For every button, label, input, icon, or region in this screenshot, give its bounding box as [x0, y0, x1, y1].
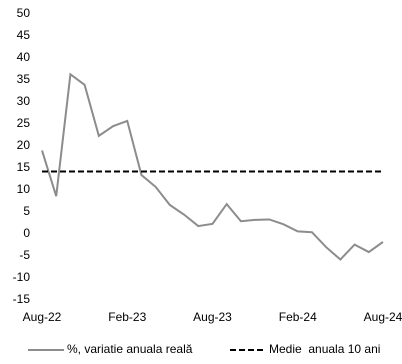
- x-tick-label: Feb-24: [279, 310, 317, 324]
- y-tick-label: 40: [17, 50, 31, 64]
- y-tick-label: 10: [17, 182, 31, 196]
- y-tick-label: 25: [17, 116, 31, 130]
- y-tick-label: 35: [17, 72, 31, 86]
- legend-label: Medie anuala 10 ani: [269, 342, 380, 356]
- x-tick-label: Aug-23: [193, 310, 232, 324]
- y-tick-label: -10: [13, 270, 31, 284]
- y-tick-label: 15: [17, 160, 31, 174]
- y-tick-label: 5: [23, 204, 30, 218]
- y-tick-label: 0: [23, 226, 30, 240]
- x-tick-label: Aug-22: [23, 310, 62, 324]
- x-tick-label: Aug-24: [364, 310, 402, 324]
- x-tick-label: Feb-23: [108, 310, 146, 324]
- y-tick-label: 50: [17, 6, 31, 20]
- y-tick-label: -15: [13, 292, 31, 306]
- y-tick-label: -5: [19, 248, 30, 262]
- y-tick-label: 20: [17, 138, 31, 152]
- y-tick-label: 45: [17, 28, 31, 42]
- legend-label: %, variatie anuala reală: [67, 342, 193, 356]
- line-series: [41, 72, 384, 261]
- y-tick-label: 30: [17, 94, 31, 108]
